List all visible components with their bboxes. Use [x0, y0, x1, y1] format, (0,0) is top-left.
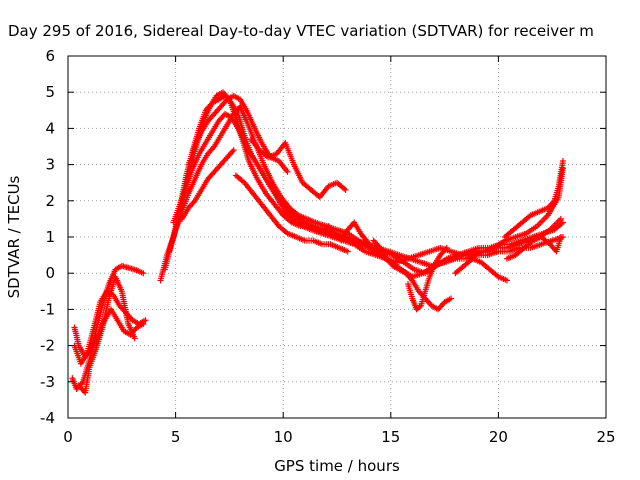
data-point — [559, 157, 566, 164]
data-point — [342, 186, 349, 193]
data-point — [344, 248, 351, 255]
tick-labels: 0 5 10 15 20 25 -4 -3 -2 -1 0 1 2 3 4 5 6 — [40, 47, 616, 446]
data-point — [230, 147, 237, 154]
data-point — [557, 215, 564, 222]
data-point — [142, 317, 149, 324]
y-tick-label: 5 — [45, 83, 55, 101]
axis-ticks — [67, 55, 607, 419]
y-tick-label: 2 — [45, 192, 55, 210]
y-tick-label: -2 — [40, 337, 55, 355]
x-tick-label: 10 — [274, 428, 293, 446]
data-point — [443, 244, 450, 251]
x-tick-label: 5 — [171, 428, 181, 446]
y-tick-label: -1 — [40, 300, 55, 318]
y-tick-label: 4 — [45, 119, 55, 137]
x-tick-label: 20 — [489, 428, 508, 446]
x-tick-label: 25 — [596, 428, 615, 446]
x-axis-title: GPS time / hours — [274, 457, 400, 475]
data-point — [140, 270, 147, 277]
data-point — [559, 219, 566, 226]
y-tick-label: 0 — [45, 264, 55, 282]
data-point — [284, 168, 291, 175]
y-tick-label: -4 — [40, 409, 55, 427]
data-point — [504, 277, 511, 284]
data-point — [557, 234, 564, 240]
y-tick-label: 3 — [45, 156, 55, 174]
data-point — [448, 295, 455, 302]
y-tick-label: 1 — [45, 228, 55, 246]
y-tick-label: -3 — [40, 373, 55, 391]
y-axis-title: SDTVAR / TECUs — [5, 175, 23, 298]
x-tick-label: 0 — [63, 428, 73, 446]
chart-title: Day 295 of 2016, Sidereal Day-to-day VTE… — [8, 22, 594, 40]
data-point — [131, 335, 138, 342]
y-tick-label: 6 — [45, 47, 55, 65]
x-tick-label: 15 — [381, 428, 400, 446]
data-points — [69, 89, 566, 396]
